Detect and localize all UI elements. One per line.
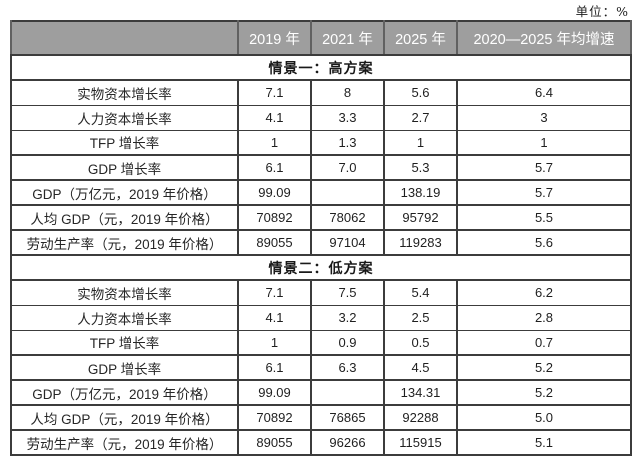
value-cell-avg: 6.2 — [456, 279, 632, 306]
table-row: 人力资本增长率 4.1 3.3 2.7 3 — [10, 104, 632, 131]
row-label-cell: GDP（万亿元，2019 年价格） — [10, 179, 239, 206]
value-cell-2025: 4.5 — [383, 354, 458, 381]
value-cell-2025: 2.5 — [383, 304, 458, 331]
value-cell-2019: 99.09 — [237, 179, 312, 206]
value-cell-2025: 0.5 — [383, 329, 458, 356]
section-title: 情景一：高方案 — [10, 54, 632, 81]
column-header-2021: 2021 年 — [310, 20, 385, 56]
table-row: TFP 增长率 1 0.9 0.5 0.7 — [10, 329, 632, 356]
row-label-cell: TFP 增长率 — [10, 329, 239, 356]
value-cell-avg: 5.7 — [456, 179, 632, 206]
value-cell-2021: 96266 — [310, 429, 385, 456]
table-row: GDP（万亿元，2019 年价格） 99.09 138.19 5.7 — [10, 179, 632, 206]
value-cell-2019: 99.09 — [237, 379, 312, 406]
unit-label: 单位：% — [575, 4, 629, 19]
value-cell-2021: 3.2 — [310, 304, 385, 331]
value-cell-2025: 134.31 — [383, 379, 458, 406]
value-cell-2019: 70892 — [237, 404, 312, 431]
value-cell-2025: 5.4 — [383, 279, 458, 306]
column-header-avg-growth: 2020—2025 年均增速 — [456, 20, 632, 56]
row-label-cell: GDP 增长率 — [10, 354, 239, 381]
value-cell-2019: 1 — [237, 329, 312, 356]
header-row: 2019 年 2021 年 2025 年 2020—2025 年均增速 — [10, 20, 632, 56]
table-row: TFP 增长率 1 1.3 1 1 — [10, 129, 632, 156]
section-title-row: 情景二：低方案 — [10, 254, 632, 281]
table-row: 劳动生产率（元，2019 年价格） 89055 96266 115915 5.1 — [10, 429, 632, 456]
value-cell-2025: 5.6 — [383, 79, 458, 106]
row-label-cell: 实物资本增长率 — [10, 79, 239, 106]
table-row: 实物资本增长率 7.1 7.5 5.4 6.2 — [10, 279, 632, 306]
value-cell-avg: 6.4 — [456, 79, 632, 106]
value-cell-2025: 92288 — [383, 404, 458, 431]
column-header-2019: 2019 年 — [237, 20, 312, 56]
table-row: 人力资本增长率 4.1 3.2 2.5 2.8 — [10, 304, 632, 331]
value-cell-2025: 95792 — [383, 204, 458, 231]
scenario-projection-table: 2019 年 2021 年 2025 年 2020—2025 年均增速 情景一：… — [10, 20, 632, 456]
value-cell-2021: 76865 — [310, 404, 385, 431]
value-cell-2021: 97104 — [310, 229, 385, 256]
value-cell-avg: 5.1 — [456, 429, 632, 456]
value-cell-2019: 4.1 — [237, 104, 312, 131]
value-cell-2025: 119283 — [383, 229, 458, 256]
value-cell-2021: 3.3 — [310, 104, 385, 131]
value-cell-2019: 70892 — [237, 204, 312, 231]
row-label-cell: 人均 GDP（元，2019 年价格） — [10, 404, 239, 431]
value-cell-2025: 2.7 — [383, 104, 458, 131]
row-label-cell: GDP（万亿元，2019 年价格） — [10, 379, 239, 406]
value-cell-avg: 1 — [456, 129, 632, 156]
table-row: GDP 增长率 6.1 6.3 4.5 5.2 — [10, 354, 632, 381]
value-cell-2019: 6.1 — [237, 154, 312, 181]
value-cell-2021: 1.3 — [310, 129, 385, 156]
value-cell-2021 — [310, 179, 385, 206]
table-row: 实物资本增长率 7.1 8 5.6 6.4 — [10, 79, 632, 106]
row-label-cell: GDP 增长率 — [10, 154, 239, 181]
section-title: 情景二：低方案 — [10, 254, 632, 281]
value-cell-2019: 4.1 — [237, 304, 312, 331]
value-cell-2019: 89055 — [237, 429, 312, 456]
value-cell-avg: 5.2 — [456, 379, 632, 406]
value-cell-2021: 6.3 — [310, 354, 385, 381]
value-cell-2025: 115915 — [383, 429, 458, 456]
row-label-cell: 人均 GDP（元，2019 年价格） — [10, 204, 239, 231]
value-cell-2019: 7.1 — [237, 79, 312, 106]
value-cell-avg: 5.6 — [456, 229, 632, 256]
table-row: 劳动生产率（元，2019 年价格） 89055 97104 119283 5.6 — [10, 229, 632, 256]
table-row: GDP 增长率 6.1 7.0 5.3 5.7 — [10, 154, 632, 181]
row-label-cell: 人力资本增长率 — [10, 104, 239, 131]
row-label-cell: 实物资本增长率 — [10, 279, 239, 306]
row-label-cell: 劳动生产率（元，2019 年价格） — [10, 429, 239, 456]
value-cell-2019: 1 — [237, 129, 312, 156]
value-cell-2019: 89055 — [237, 229, 312, 256]
value-cell-2021: 78062 — [310, 204, 385, 231]
value-cell-2021: 0.9 — [310, 329, 385, 356]
value-cell-2025: 1 — [383, 129, 458, 156]
value-cell-avg: 2.8 — [456, 304, 632, 331]
value-cell-2019: 6.1 — [237, 354, 312, 381]
row-label-cell: 人力资本增长率 — [10, 304, 239, 331]
row-label-cell: TFP 增长率 — [10, 129, 239, 156]
row-label-cell: 劳动生产率（元，2019 年价格） — [10, 229, 239, 256]
value-cell-2021 — [310, 379, 385, 406]
value-cell-2019: 7.1 — [237, 279, 312, 306]
value-cell-avg: 0.7 — [456, 329, 632, 356]
table-row: GDP（万亿元，2019 年价格） 99.09 134.31 5.2 — [10, 379, 632, 406]
value-cell-avg: 5.7 — [456, 154, 632, 181]
table-row: 人均 GDP（元，2019 年价格） 70892 76865 92288 5.0 — [10, 404, 632, 431]
section-title-row: 情景一：高方案 — [10, 54, 632, 81]
value-cell-avg: 5.2 — [456, 354, 632, 381]
column-header-blank — [10, 20, 239, 56]
column-header-2025: 2025 年 — [383, 20, 458, 56]
value-cell-avg: 5.5 — [456, 204, 632, 231]
value-cell-avg: 5.0 — [456, 404, 632, 431]
table-row: 人均 GDP（元，2019 年价格） 70892 78062 95792 5.5 — [10, 204, 632, 231]
value-cell-2021: 7.0 — [310, 154, 385, 181]
value-cell-2025: 5.3 — [383, 154, 458, 181]
value-cell-2025: 138.19 — [383, 179, 458, 206]
value-cell-2021: 8 — [310, 79, 385, 106]
value-cell-avg: 3 — [456, 104, 632, 131]
value-cell-2021: 7.5 — [310, 279, 385, 306]
